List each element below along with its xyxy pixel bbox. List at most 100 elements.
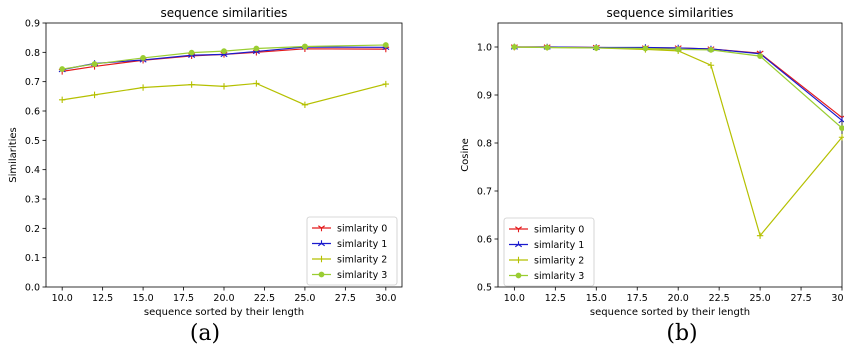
y-axis-label: Similarities xyxy=(8,127,19,183)
chart-title: sequence similarities xyxy=(161,6,288,20)
y-tick-label: 0.5 xyxy=(477,283,492,294)
legend-label: simlarity 1 xyxy=(534,240,584,251)
y-axis-label: Cosine xyxy=(460,138,471,172)
legend-label: simlarity 1 xyxy=(337,239,387,250)
data-point xyxy=(838,134,844,141)
data-point xyxy=(253,45,260,52)
data-point xyxy=(253,80,260,87)
data-point xyxy=(382,80,390,88)
series-line xyxy=(514,46,843,129)
x-tick-label: 20.0 xyxy=(213,293,234,304)
series-3 xyxy=(511,44,844,132)
series-1 xyxy=(510,43,844,124)
x-tick-label: 15.0 xyxy=(133,293,154,304)
data-point xyxy=(91,61,98,67)
x-tick-label: 20.0 xyxy=(668,293,689,304)
y-tick-label: 1.0 xyxy=(477,43,492,54)
x-tick-label: 12.5 xyxy=(545,293,566,304)
x-tick-label: 17.5 xyxy=(627,293,648,304)
data-point xyxy=(756,232,764,239)
legend-marker xyxy=(515,256,522,264)
legend-marker xyxy=(317,225,326,232)
y-tick-label: 0.4 xyxy=(25,165,40,176)
chart-title: sequence similarities xyxy=(607,6,734,20)
legend-label: simlarity 2 xyxy=(534,256,584,267)
data-point xyxy=(188,49,195,56)
y-tick-label: 0.7 xyxy=(477,187,492,198)
legend-label: simlarity 0 xyxy=(337,224,387,235)
series-line xyxy=(62,44,386,70)
data-point xyxy=(221,48,227,55)
y-tick-label: 0.6 xyxy=(25,107,40,118)
subfigure-caption-a: (a) xyxy=(189,321,221,346)
x-tick-label: 10.0 xyxy=(52,293,73,304)
x-tick-label: 17.5 xyxy=(173,293,194,304)
data-point xyxy=(140,55,146,61)
data-point xyxy=(642,45,649,52)
data-point xyxy=(301,101,309,109)
legend-marker xyxy=(514,226,523,233)
chart-b: sequence similarities sequence sorted by … xyxy=(460,6,844,318)
data-point xyxy=(511,44,518,50)
legend-marker xyxy=(318,271,325,278)
x-tick-label: 30.0 xyxy=(375,293,396,304)
series-line xyxy=(514,46,843,119)
series-0 xyxy=(510,44,844,121)
x-tick-label: 22.5 xyxy=(709,293,730,304)
series-2 xyxy=(511,43,844,239)
legend-marker xyxy=(317,240,326,247)
series-2 xyxy=(58,80,390,109)
data-point xyxy=(675,46,682,53)
data-point xyxy=(58,96,66,104)
data-point xyxy=(757,53,763,60)
x-tick-label: 27.5 xyxy=(335,293,356,304)
y-tick-label: 0.9 xyxy=(477,91,492,102)
data-point xyxy=(544,44,551,51)
data-point xyxy=(220,83,228,90)
data-point xyxy=(708,46,714,53)
y-tick-label: 0.2 xyxy=(25,224,40,235)
series-line xyxy=(62,82,386,106)
y-tick-label: 0.5 xyxy=(25,136,40,147)
y-tick-label: 0.9 xyxy=(25,19,40,30)
subfigure-caption-b: (b) xyxy=(666,321,698,346)
data-point xyxy=(707,62,715,69)
legend-box xyxy=(503,217,595,287)
x-tick-label: 25.0 xyxy=(294,293,315,304)
legend: simlarity 0 simlarity 1 simlarity 2 simlari… xyxy=(306,216,398,286)
x-tick-label: 22.5 xyxy=(254,293,275,304)
y-tick-label: 0.8 xyxy=(477,139,492,150)
y-tick-label: 0.6 xyxy=(477,235,492,246)
x-tick-label: 15.0 xyxy=(586,293,607,304)
data-point xyxy=(382,42,389,48)
data-point xyxy=(593,45,600,51)
legend-marker xyxy=(318,255,325,263)
legend-label: simlarity 3 xyxy=(534,271,584,282)
x-tick-label: 12.5 xyxy=(92,293,113,304)
data-point xyxy=(188,81,195,88)
data-point xyxy=(91,91,98,99)
data-point xyxy=(139,84,147,91)
series-3 xyxy=(59,42,389,72)
data-point xyxy=(839,125,844,132)
plot-frame xyxy=(497,22,843,288)
series-line xyxy=(514,46,843,121)
legend-marker xyxy=(514,241,523,248)
legend: simlarity 0 simlarity 1 simlarity 2 simlari… xyxy=(503,217,595,287)
legend-label: simlarity 3 xyxy=(337,270,387,281)
series-1 xyxy=(58,43,390,73)
legend-label: simlarity 2 xyxy=(337,255,387,266)
chart-a: sequence similarities sequence sorted by … xyxy=(8,6,403,318)
x-tick-label: 10.0 xyxy=(504,293,525,304)
y-tick-label: 0.7 xyxy=(25,77,40,88)
series-line xyxy=(514,46,843,237)
legend-box xyxy=(306,216,398,286)
data-point xyxy=(59,66,66,72)
y-tick-label: 0.0 xyxy=(25,283,40,294)
x-tick-label: 25.0 xyxy=(750,293,771,304)
y-tick-label: 0.3 xyxy=(25,195,40,206)
x-tick-label: 30.0 xyxy=(831,293,844,304)
legend-label: simlarity 0 xyxy=(534,225,584,236)
x-axis-label: sequence sorted by their length xyxy=(590,307,750,318)
